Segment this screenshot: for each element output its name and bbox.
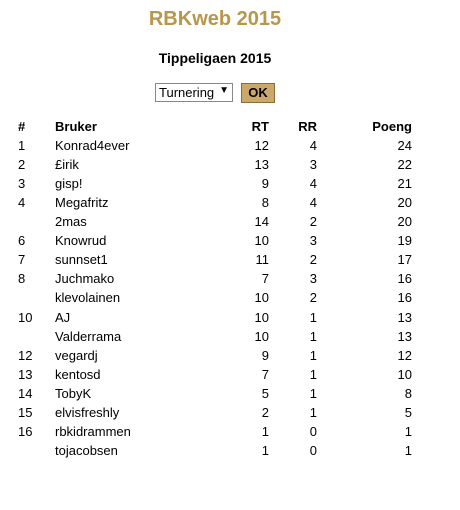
cell-points: 22 bbox=[397, 157, 412, 173]
cell-rt: 11 bbox=[255, 252, 270, 268]
cell-rt: 10 bbox=[254, 290, 269, 306]
cell-rr: 4 bbox=[309, 195, 317, 211]
cell-rank: 8 bbox=[18, 271, 26, 287]
cell-points: 19 bbox=[397, 233, 412, 249]
cell-user: Konrad4ever bbox=[55, 138, 130, 153]
cell-rt: 13 bbox=[254, 157, 269, 173]
cell-rr: 2 bbox=[309, 290, 317, 306]
cell-rt: 10 bbox=[254, 309, 269, 325]
cell-points: 8 bbox=[404, 385, 412, 401]
cell-rank: 4 bbox=[18, 195, 26, 211]
cell-rank: 14 bbox=[18, 385, 33, 401]
cell-rank: 15 bbox=[18, 404, 33, 420]
cell-rr: 0 bbox=[309, 423, 317, 439]
cell-points: 16 bbox=[397, 271, 412, 287]
select-option: Turnering bbox=[159, 85, 215, 100]
cell-user: sunnset1 bbox=[55, 252, 108, 268]
cell-rr: 1 bbox=[309, 404, 317, 420]
cell-points: 1 bbox=[404, 423, 412, 439]
cell-rr: 4 bbox=[309, 138, 317, 153]
column-header-user: Bruker bbox=[55, 119, 97, 134]
tournament-select[interactable]: Turnering ▼ bbox=[155, 83, 233, 102]
cell-rr: 0 bbox=[309, 442, 317, 458]
cell-points: 20 bbox=[397, 195, 412, 211]
column-header-rr: RR bbox=[298, 119, 317, 134]
cell-rr: 2 bbox=[309, 252, 317, 268]
cell-rank: 6 bbox=[18, 233, 26, 249]
cell-points: 1 bbox=[404, 442, 412, 458]
cell-rt: 7 bbox=[261, 271, 269, 287]
cell-rank: 16 bbox=[18, 423, 33, 439]
cell-rr: 1 bbox=[309, 366, 317, 382]
cell-points: 13 bbox=[397, 309, 412, 325]
cell-user: Megafritz bbox=[55, 195, 109, 211]
cell-rr: 1 bbox=[309, 328, 317, 344]
cell-points: 12 bbox=[397, 347, 412, 363]
cell-rr: 2 bbox=[309, 214, 317, 230]
cell-rr: 1 bbox=[309, 347, 317, 363]
cell-points: 10 bbox=[397, 366, 412, 382]
cell-rr: 1 bbox=[309, 309, 317, 325]
cell-points: 21 bbox=[397, 176, 412, 192]
cell-user: rbkidrammen bbox=[55, 423, 131, 439]
cell-user: elvisfreshly bbox=[55, 404, 120, 420]
cell-user: Knowrud bbox=[55, 233, 107, 249]
cell-rt: 5 bbox=[261, 385, 269, 401]
cell-rt: 8 bbox=[261, 195, 269, 211]
cell-rank: 2 bbox=[18, 157, 26, 173]
cell-user: vegardj bbox=[55, 347, 98, 363]
cell-user: Valderrama bbox=[55, 328, 122, 344]
page-title: RBKweb 2015 bbox=[148, 8, 282, 30]
cell-rr: 4 bbox=[309, 176, 317, 192]
cell-user: Juchmako bbox=[55, 271, 115, 287]
cell-rt: 7 bbox=[261, 366, 269, 382]
cell-rt: 9 bbox=[261, 347, 269, 363]
dropdown-arrow: ▼ bbox=[219, 85, 229, 96]
column-header-rt: RT bbox=[251, 119, 269, 134]
cell-rt: 10 bbox=[254, 328, 269, 344]
column-header-rank: # bbox=[18, 119, 26, 134]
cell-points: 17 bbox=[397, 252, 412, 268]
cell-rank: 13 bbox=[18, 366, 33, 382]
cell-user: kentosd bbox=[55, 366, 101, 382]
cell-points: 5 bbox=[404, 404, 412, 420]
cell-rank: 7 bbox=[18, 252, 26, 268]
cell-user: TobyK bbox=[55, 385, 92, 401]
cell-points: 24 bbox=[397, 138, 412, 153]
column-header-points: Poeng bbox=[372, 119, 412, 134]
cell-user: klevolainen bbox=[55, 290, 121, 306]
cell-points: 13 bbox=[397, 328, 412, 344]
cell-rr: 3 bbox=[309, 157, 317, 173]
cell-rank: 12 bbox=[18, 347, 33, 363]
cell-rt: 1 bbox=[261, 442, 269, 458]
cell-user: £irik bbox=[55, 157, 79, 173]
cell-user: tojacobsen bbox=[55, 442, 118, 458]
cell-rank: 1 bbox=[18, 138, 26, 153]
cell-rank: 10 bbox=[18, 309, 33, 325]
cell-rt: 10 bbox=[254, 233, 269, 249]
cell-rt: 1 bbox=[261, 423, 269, 439]
cell-rt: 14 bbox=[254, 214, 269, 230]
cell-user: AJ bbox=[55, 309, 71, 325]
cell-user: gisp! bbox=[55, 176, 83, 192]
cell-rt: 12 bbox=[254, 138, 269, 153]
cell-rr: 3 bbox=[309, 233, 317, 249]
cell-rt: 2 bbox=[261, 404, 269, 420]
cell-rr: 3 bbox=[309, 271, 317, 287]
cell-rt: 9 bbox=[261, 176, 269, 192]
subtitle: Tippeligaen 2015 bbox=[158, 50, 272, 66]
cell-rr: 1 bbox=[309, 385, 317, 401]
cell-points: 16 bbox=[397, 290, 412, 306]
cell-user: 2mas bbox=[55, 214, 87, 230]
cell-rank: 3 bbox=[18, 176, 26, 192]
cell-points: 20 bbox=[397, 214, 412, 230]
ok-button[interactable]: OK bbox=[241, 83, 275, 103]
